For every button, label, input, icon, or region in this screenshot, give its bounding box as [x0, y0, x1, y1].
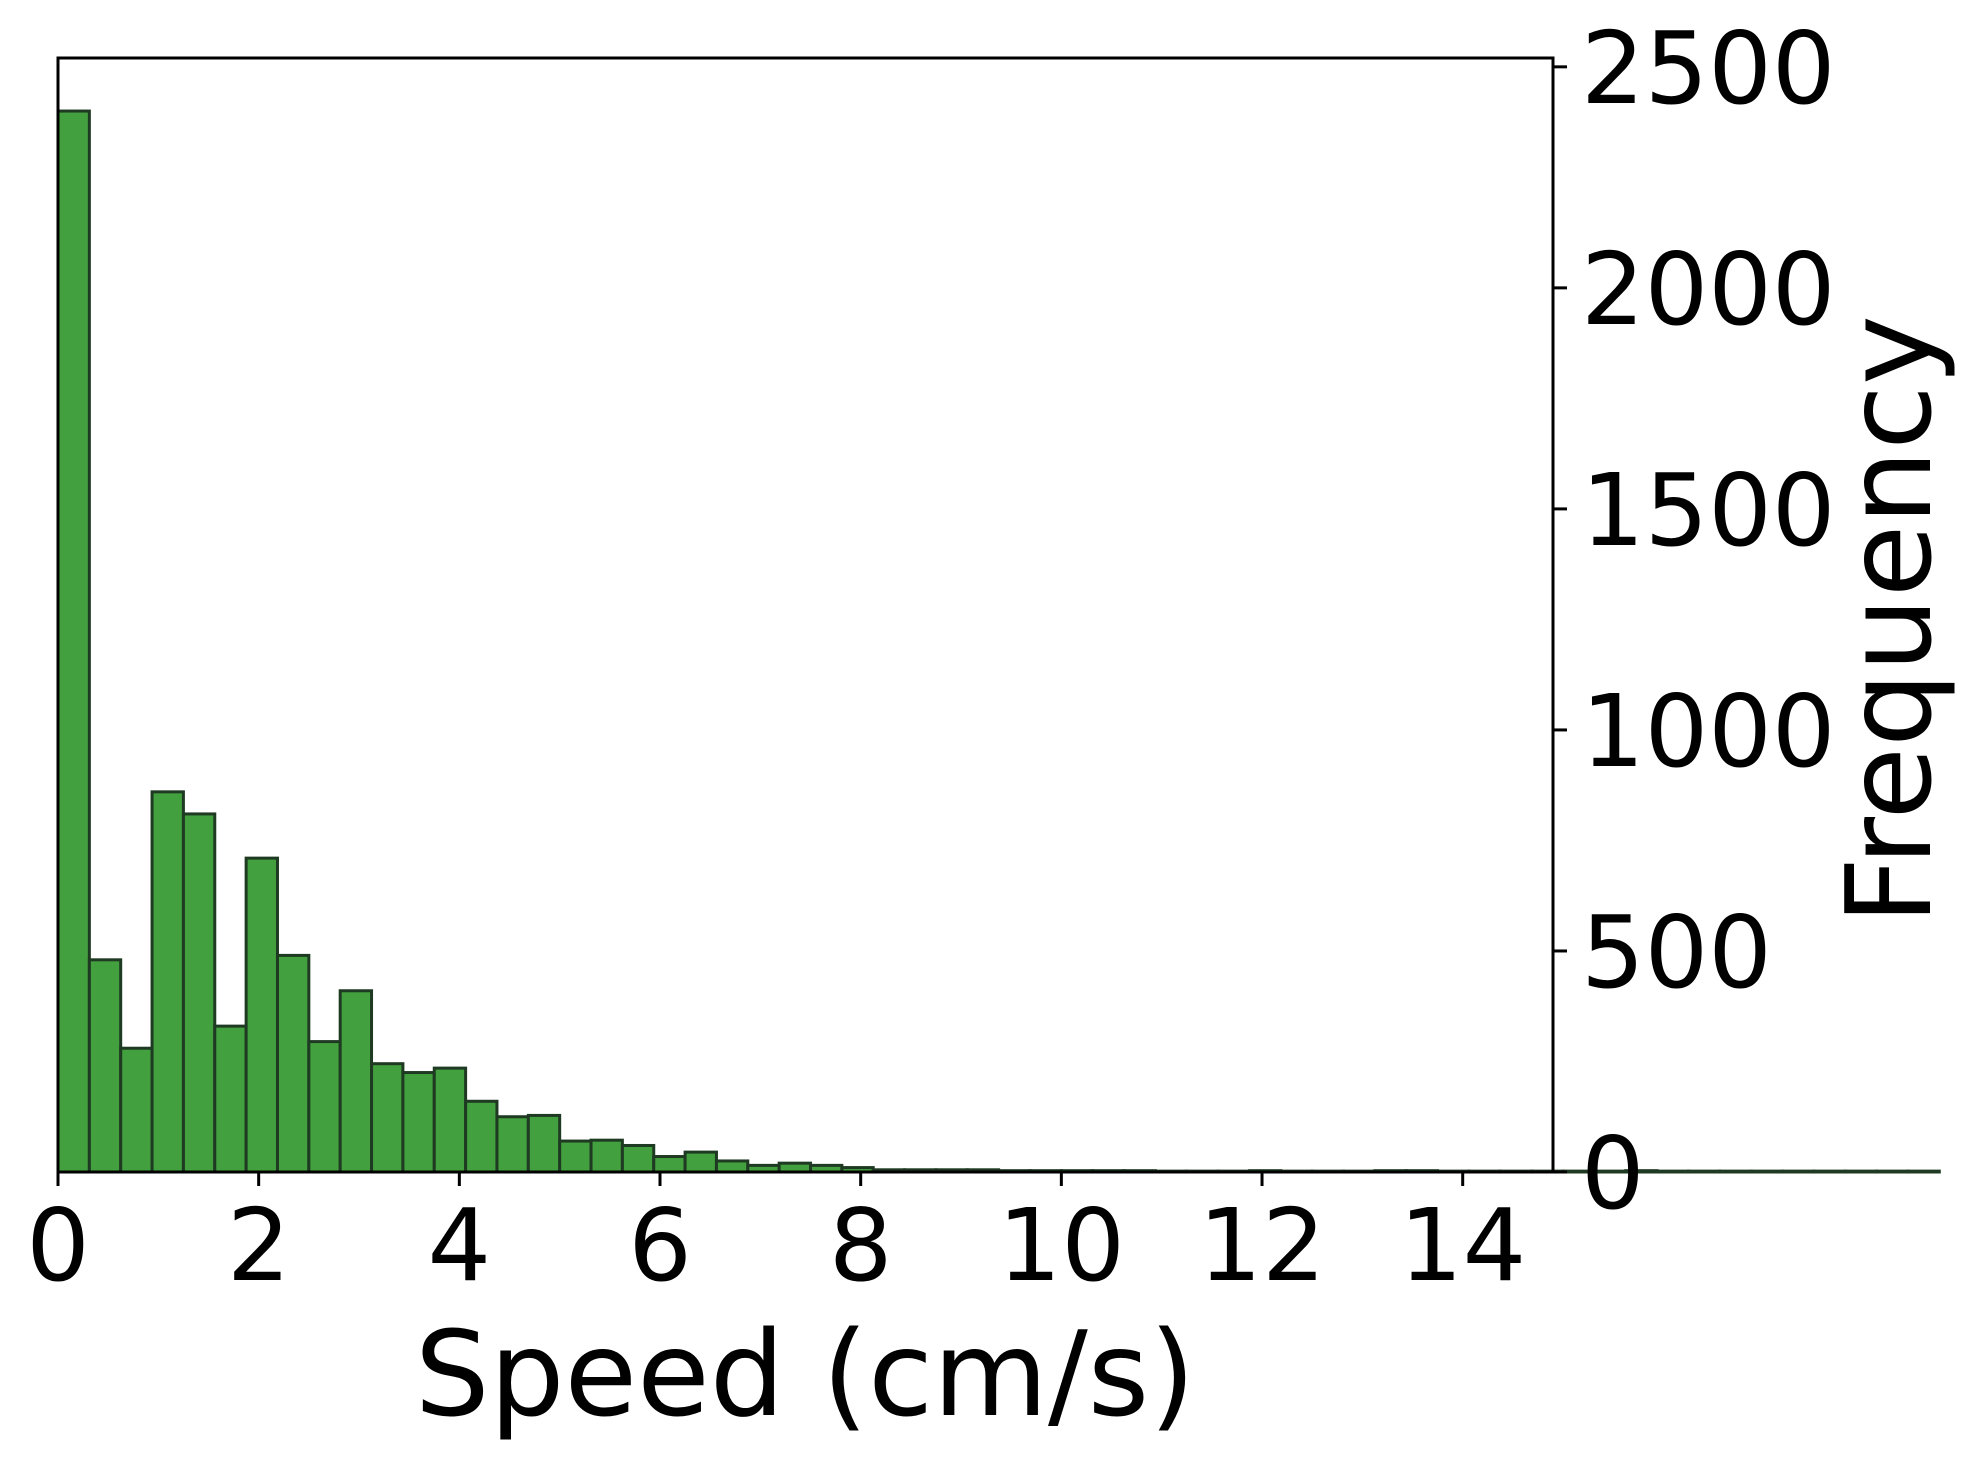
histogram-bar: [1718, 1169, 1753, 1174]
y-tick-label: 0: [1581, 1115, 1645, 1232]
histogram-bar: [1812, 1169, 1847, 1174]
x-tick-label: 2: [227, 1187, 291, 1304]
x-tick-label: 8: [829, 1187, 893, 1304]
histogram-bar: [150, 790, 185, 1174]
histogram-bar: [275, 953, 311, 1174]
x-tick-label: 10: [998, 1187, 1125, 1304]
x-axis-ticks: 0 2 4 6 8 10 12 14: [26, 1172, 1526, 1304]
x-axis-title: Speed (cm/s): [415, 1305, 1196, 1443]
histogram-bar: [87, 958, 123, 1174]
histogram-bar: [1781, 1169, 1816, 1174]
histogram-bar: [244, 856, 279, 1174]
histogram-bar: [526, 1113, 562, 1174]
y-tick-label: 1000: [1581, 673, 1836, 790]
y-tick-label: 1500: [1581, 452, 1836, 569]
histogram-bar: [213, 1024, 248, 1174]
histogram-bar: [558, 1139, 593, 1174]
histogram-bars: [56, 109, 1941, 1174]
y-tick-label: 2000: [1581, 231, 1836, 348]
histogram-bar: [181, 812, 217, 1174]
histogram-bar: [1875, 1169, 1910, 1174]
histogram-bar: [338, 989, 374, 1174]
histogram-bar: [370, 1062, 405, 1174]
y-axis-ticks: 0 500 1000 1500 2000 2500: [1553, 10, 1836, 1232]
histogram-bar: [432, 1066, 468, 1174]
histogram-bar: [1749, 1169, 1785, 1174]
histogram-bar: [1655, 1169, 1690, 1174]
histogram-bar: [652, 1155, 687, 1174]
histogram-bar: [1686, 1169, 1722, 1174]
histogram-bar: [56, 109, 91, 1174]
histogram-bar: [401, 1071, 436, 1174]
x-tick-label: 12: [1198, 1187, 1325, 1304]
histogram-bar: [464, 1099, 499, 1174]
x-tick-label: 4: [428, 1187, 492, 1304]
histogram-bar: [620, 1143, 656, 1174]
histogram-bar: [714, 1159, 750, 1174]
histogram-bar: [683, 1150, 718, 1174]
histogram-bar: [589, 1138, 624, 1174]
x-tick-label: 6: [628, 1187, 692, 1304]
y-tick-label: 500: [1581, 894, 1772, 1011]
histogram-bar: [1906, 1169, 1941, 1174]
x-tick-label: 0: [26, 1187, 90, 1304]
x-tick-label: 14: [1399, 1187, 1526, 1304]
y-axis-title: Frequency: [1820, 315, 1958, 925]
histogram-bar: [495, 1115, 530, 1174]
histogram-bar: [307, 1040, 342, 1174]
plot-frame: [56, 56, 1555, 1174]
y-tick-label: 2500: [1581, 10, 1836, 127]
histogram-bar: [1843, 1169, 1879, 1174]
histogram-bar: [119, 1046, 154, 1174]
